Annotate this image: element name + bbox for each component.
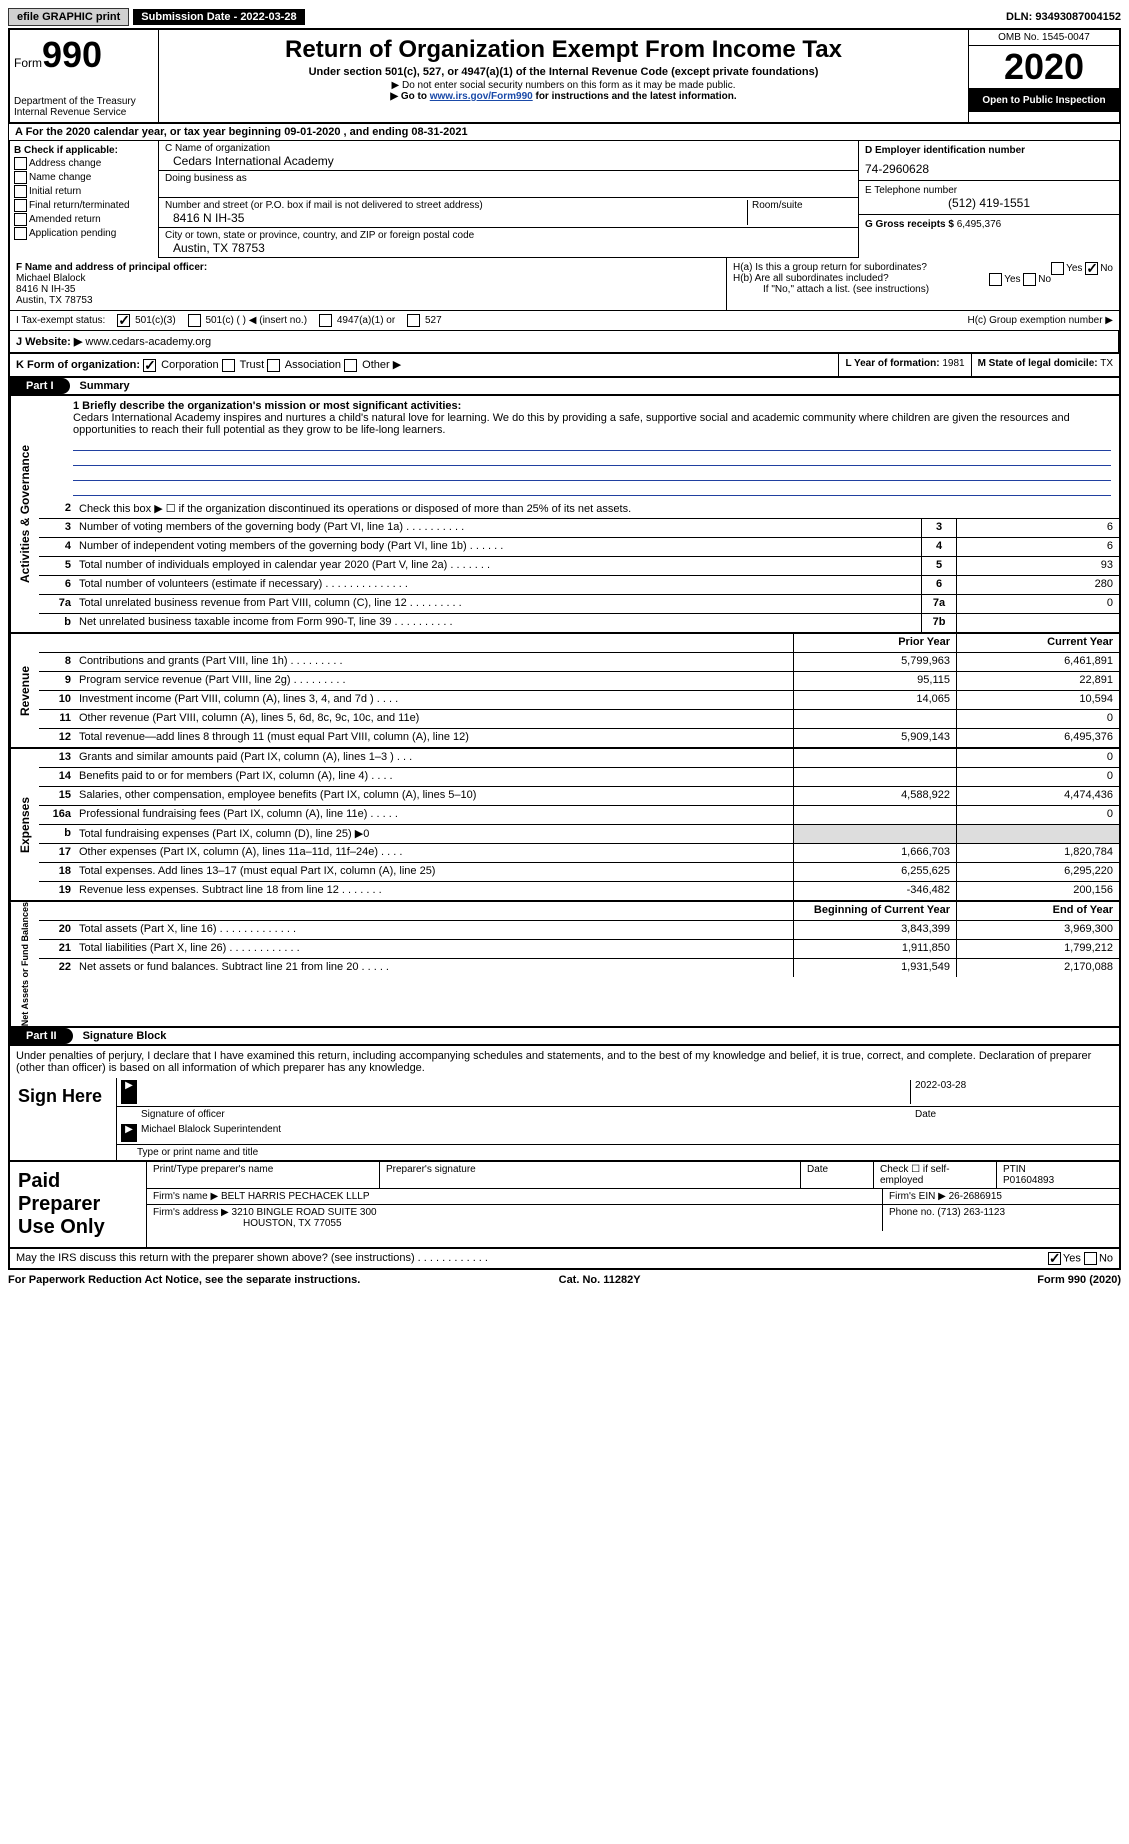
- part-2-header: Part II Signature Block: [8, 1028, 1121, 1046]
- line-5-val: 93: [956, 557, 1119, 575]
- row-i-tax-status: I Tax-exempt status: 501(c)(3) 501(c) ( …: [8, 311, 1121, 331]
- line-13-cur: 0: [956, 749, 1119, 767]
- line-21-cur: 1,799,212: [956, 940, 1119, 958]
- line-17-prior: 1,666,703: [793, 844, 956, 862]
- ein: 74-2960628: [865, 162, 1113, 176]
- line-9-prior: 95,115: [793, 672, 956, 690]
- form-number: 990: [42, 34, 102, 75]
- line-14-cur: 0: [956, 768, 1119, 786]
- line-10-cur: 10,594: [956, 691, 1119, 709]
- signature-block: Under penalties of perjury, I declare th…: [8, 1046, 1121, 1162]
- telephone: (512) 419-1551: [865, 196, 1113, 210]
- org-name: Cedars International Academy: [173, 154, 852, 168]
- line-20-prior: 3,843,399: [793, 921, 956, 939]
- dept-treasury: Department of the Treasury: [14, 96, 154, 107]
- irs-link[interactable]: www.irs.gov/Form990: [430, 91, 533, 102]
- line-16a-cur: 0: [956, 806, 1119, 824]
- discuss-row: May the IRS discuss this return with the…: [8, 1249, 1121, 1270]
- line-6-val: 280: [956, 576, 1119, 594]
- line-15-prior: 4,588,922: [793, 787, 956, 805]
- section-c: C Name of organization Cedars Internatio…: [159, 141, 858, 258]
- row-l-year: L Year of formation: 1981: [839, 354, 971, 376]
- sig-date: 2022-03-28: [910, 1080, 1115, 1104]
- line-7b-val: [956, 614, 1119, 632]
- side-label-expenses: Expenses: [10, 749, 39, 900]
- dln: DLN: 93493087004152: [1006, 11, 1121, 23]
- line-12-cur: 6,495,376: [956, 729, 1119, 747]
- mission-block: 1 Briefly describe the organization's mi…: [39, 396, 1119, 500]
- irs: Internal Revenue Service: [14, 107, 154, 118]
- firm-phone: (713) 263-1123: [937, 1207, 1005, 1218]
- officer-name: Michael Blalock: [16, 273, 85, 284]
- page-footer: For Paperwork Reduction Act Notice, see …: [8, 1270, 1121, 1290]
- line-16a-prior: [793, 806, 956, 824]
- open-to-public: Open to Public Inspection: [969, 89, 1119, 112]
- firm-addr1: 3210 BINGLE ROAD SUITE 300: [232, 1207, 377, 1218]
- firm-ein: 26-2686915: [949, 1191, 1002, 1202]
- org-address: 8416 N IH-35: [173, 211, 747, 225]
- subtitle-1: Under section 501(c), 527, or 4947(a)(1)…: [165, 66, 962, 78]
- firm-addr2: HOUSTON, TX 77055: [153, 1218, 342, 1229]
- sig-name: Michael Blalock Superintendent: [141, 1124, 281, 1142]
- side-label-governance: Activities & Governance: [10, 396, 39, 632]
- line-13-prior: [793, 749, 956, 767]
- line-9-cur: 22,891: [956, 672, 1119, 690]
- ptin: P01604893: [1003, 1175, 1054, 1186]
- section-h: H(a) Is this a group return for subordin…: [726, 258, 1119, 310]
- firm-name: BELT HARRIS PECHACEK LLLP: [221, 1191, 370, 1202]
- line-18-cur: 6,295,220: [956, 863, 1119, 881]
- section-b: B Check if applicable: Address change Na…: [10, 141, 159, 258]
- section-f: F Name and address of principal officer:…: [10, 258, 726, 310]
- row-a-tax-year: A For the 2020 calendar year, or tax yea…: [8, 124, 1121, 141]
- side-label-revenue: Revenue: [10, 634, 39, 747]
- section-d: D Employer identification number 74-2960…: [858, 141, 1119, 258]
- form-header: Form990 Department of the Treasury Inter…: [8, 28, 1121, 124]
- form-title: Return of Organization Exempt From Incom…: [165, 36, 962, 64]
- line-15-cur: 4,474,436: [956, 787, 1119, 805]
- efile-label: efile GRAPHIC print: [8, 8, 129, 26]
- goto-post: for instructions and the latest informat…: [533, 91, 737, 102]
- row-k-form-org: K Form of organization: Corporation Trus…: [10, 354, 839, 376]
- omb-number: OMB No. 1545-0047: [969, 30, 1119, 46]
- line-3-val: 6: [956, 519, 1119, 537]
- part-1-header: Part I Summary: [8, 378, 1121, 396]
- line-10-prior: 14,065: [793, 691, 956, 709]
- paid-preparer: Paid Preparer Use Only Print/Type prepar…: [8, 1162, 1121, 1249]
- mission-text: Cedars International Academy inspires an…: [73, 412, 1070, 436]
- submission-date: Submission Date - 2022-03-28: [133, 9, 304, 25]
- line-19-prior: -346,482: [793, 882, 956, 900]
- subtitle-2: ▶ Do not enter social security numbers o…: [165, 80, 962, 91]
- line-11-prior: [793, 710, 956, 728]
- line-7a-val: 0: [956, 595, 1119, 613]
- row-m-state: M State of legal domicile: TX: [972, 354, 1119, 376]
- line-12-prior: 5,909,143: [793, 729, 956, 747]
- line-20-cur: 3,969,300: [956, 921, 1119, 939]
- gross-receipts: 6,495,376: [957, 219, 1002, 230]
- side-label-net-assets: Net Assets or Fund Balances: [10, 902, 39, 1026]
- line-14-prior: [793, 768, 956, 786]
- line-4-val: 6: [956, 538, 1119, 556]
- goto-pre: ▶ Go to: [390, 91, 429, 102]
- line-22-cur: 2,170,088: [956, 959, 1119, 977]
- line-18-prior: 6,255,625: [793, 863, 956, 881]
- line-8-cur: 6,461,891: [956, 653, 1119, 671]
- line-17-cur: 1,820,784: [956, 844, 1119, 862]
- topbar: efile GRAPHIC print Submission Date - 20…: [8, 8, 1121, 26]
- line-11-cur: 0: [956, 710, 1119, 728]
- line-8-prior: 5,799,963: [793, 653, 956, 671]
- website: www.cedars-academy.org: [85, 336, 211, 348]
- tax-year: 2020: [969, 46, 1119, 89]
- org-city: Austin, TX 78753: [173, 241, 852, 255]
- line-22-prior: 1,931,549: [793, 959, 956, 977]
- line-19-cur: 200,156: [956, 882, 1119, 900]
- row-j-website: J Website: ▶ www.cedars-academy.org: [10, 331, 1119, 352]
- line-21-prior: 1,911,850: [793, 940, 956, 958]
- form-word: Form: [14, 56, 42, 70]
